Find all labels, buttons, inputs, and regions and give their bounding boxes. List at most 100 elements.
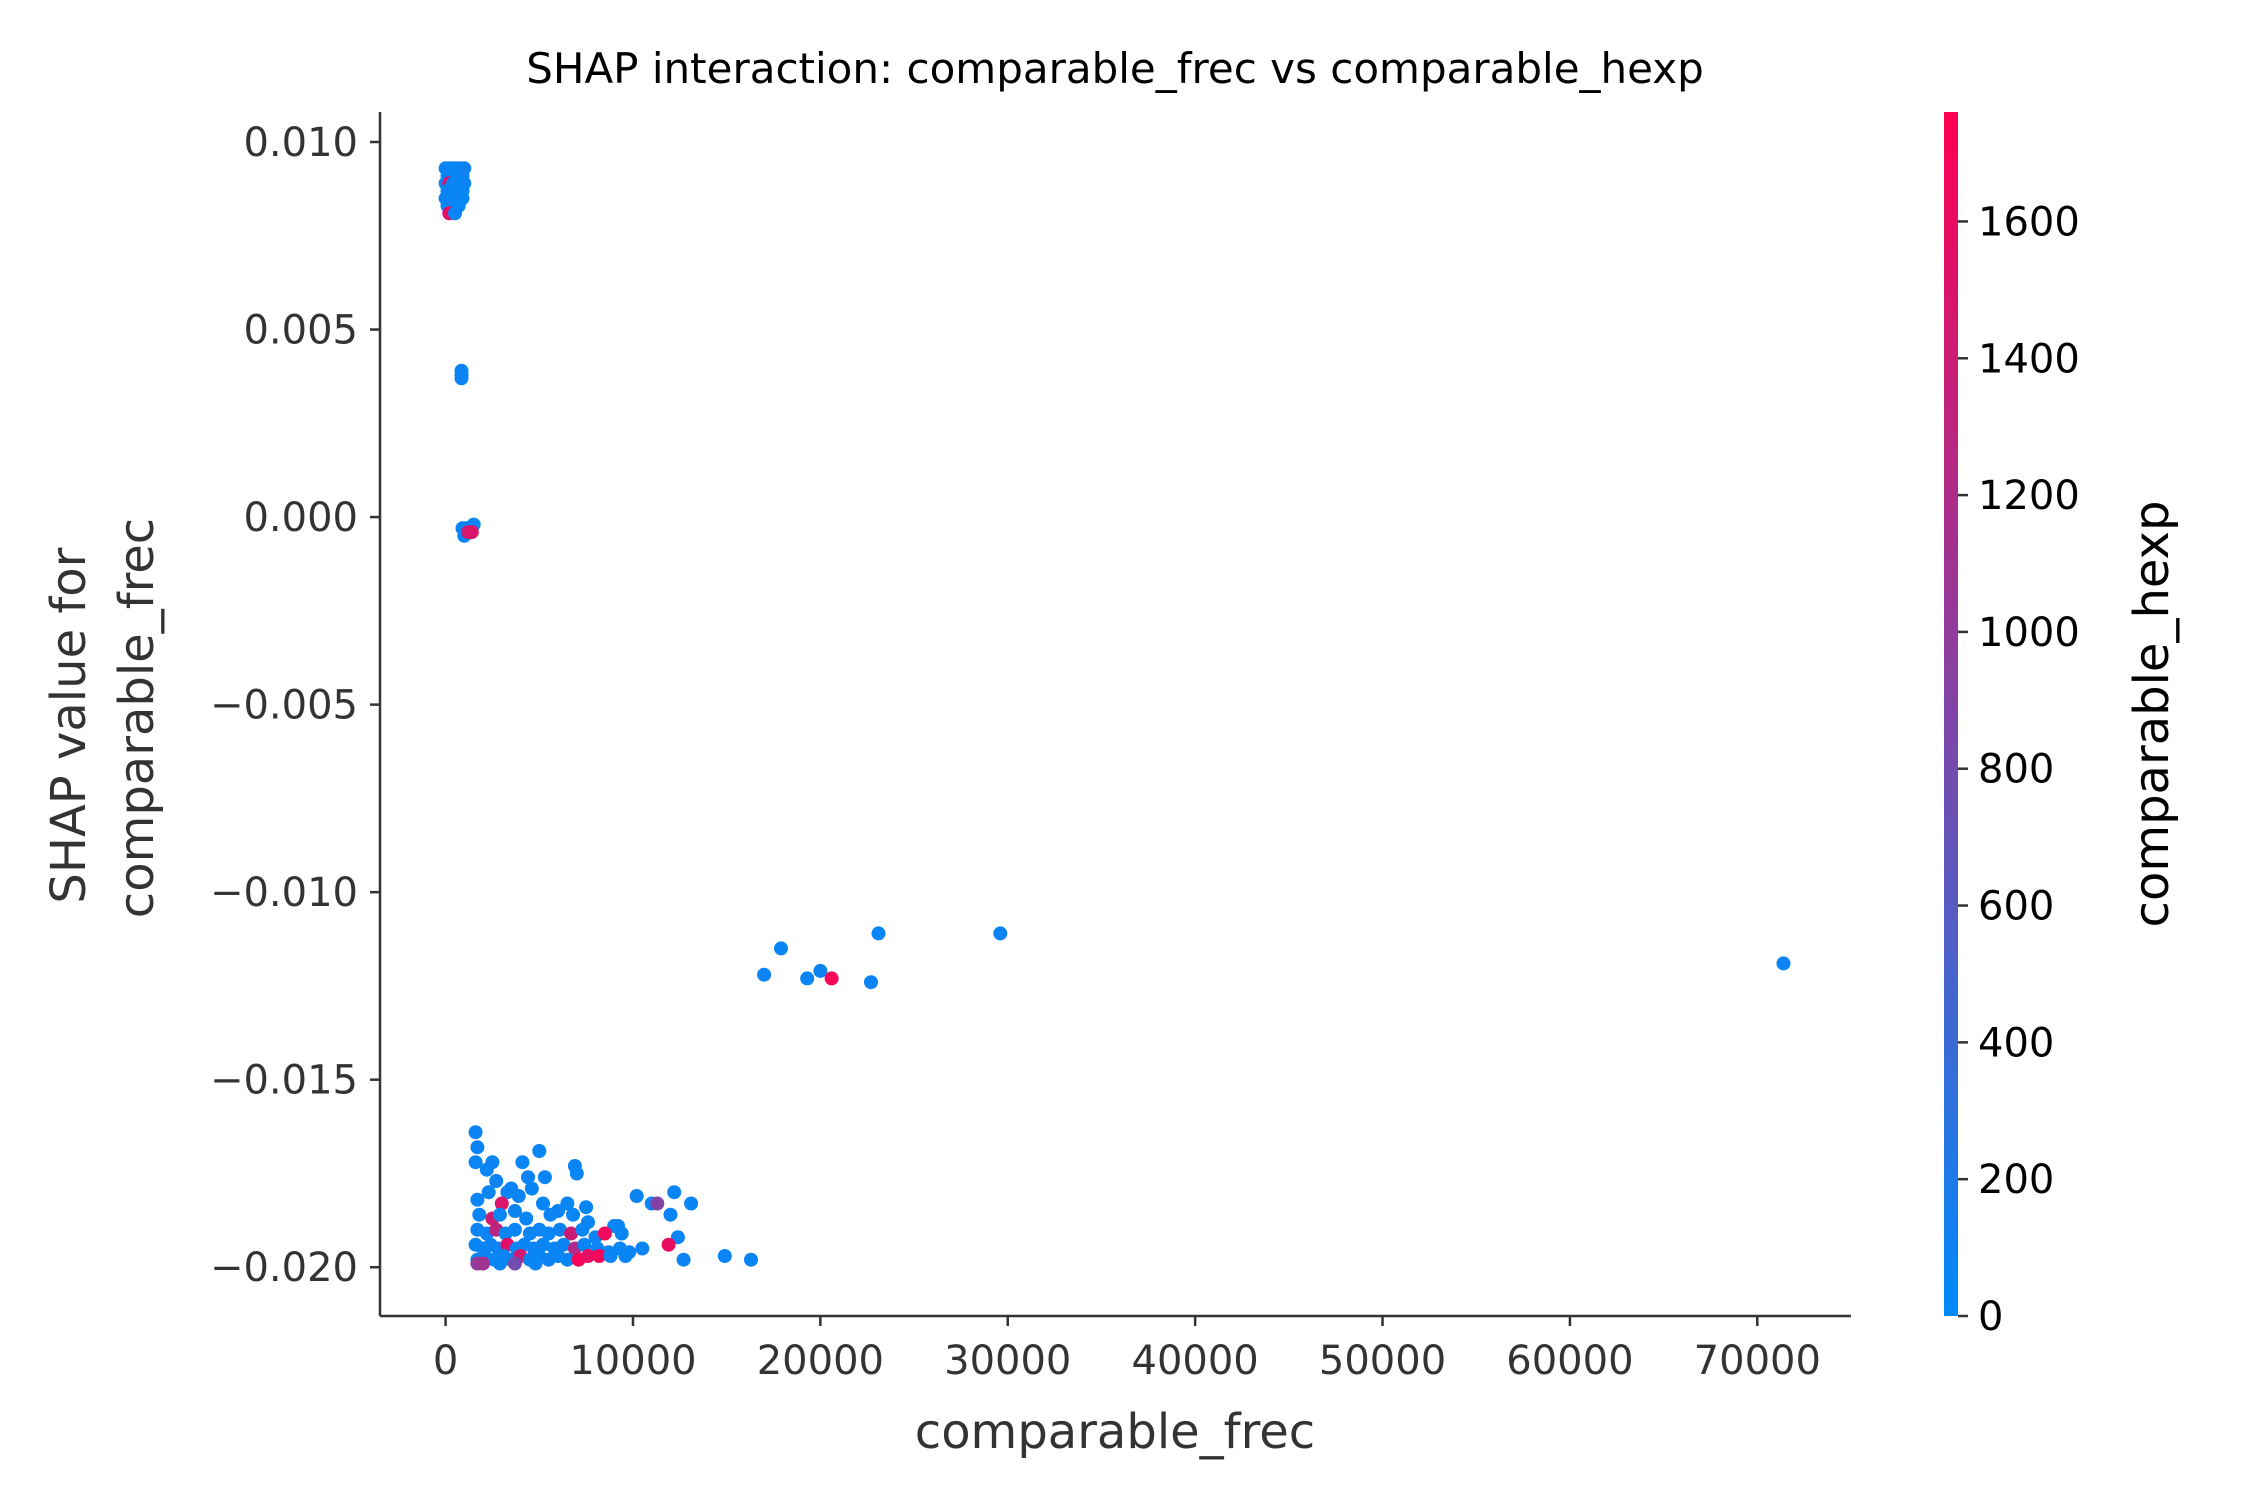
points-layer	[438, 161, 1791, 1271]
data-point	[481, 1185, 496, 1200]
data-point	[494, 1196, 509, 1211]
y-axis-title-line-2: comparable_frec	[109, 518, 165, 918]
data-point	[489, 1174, 504, 1188]
colorbar-tick-label: 0	[1978, 1294, 2003, 1340]
data-point	[581, 1249, 595, 1263]
data-point	[813, 963, 828, 978]
colorbar-tick-label: 1400	[1978, 336, 2080, 382]
colorbar-tick-label: 1600	[1978, 199, 2080, 245]
data-point	[472, 1207, 487, 1222]
data-point	[511, 1189, 526, 1203]
x-tick-label: 10000	[569, 1338, 696, 1384]
data-point	[577, 1237, 592, 1252]
data-point	[569, 1166, 584, 1181]
colorbar-ticks: 0 200 400 600 800 1000 1200 1400 1600	[1958, 199, 2080, 1340]
data-point	[566, 1207, 580, 1222]
data-point	[492, 1207, 507, 1222]
data-point	[515, 1155, 530, 1170]
x-tick-label: 30000	[944, 1338, 1071, 1384]
x-tick-label: 50000	[1319, 1338, 1446, 1384]
data-point	[635, 1241, 650, 1256]
chart-title: SHAP interaction: comparable_frec vs com…	[526, 44, 1704, 93]
data-point	[774, 941, 788, 956]
colorbar-tick-label: 400	[1978, 1020, 2054, 1066]
data-point	[614, 1226, 629, 1241]
colorbar-tick-label: 800	[1978, 747, 2054, 793]
data-point	[485, 1155, 500, 1170]
data-point	[448, 206, 462, 221]
y-tick-label: −0.020	[210, 1245, 358, 1291]
data-point	[507, 1256, 522, 1271]
data-point	[524, 1181, 539, 1196]
data-point	[560, 1196, 575, 1211]
data-point	[464, 525, 479, 540]
y-axis-title: SHAP value for comparable_frec	[41, 518, 165, 918]
data-point	[757, 967, 772, 982]
data-point	[454, 371, 469, 386]
data-point	[592, 1249, 607, 1263]
data-point	[661, 1237, 676, 1252]
data-point	[597, 1226, 612, 1241]
y-tick-label: −0.010	[210, 870, 358, 916]
data-point	[684, 1196, 699, 1211]
data-point	[864, 975, 878, 990]
data-point	[536, 1196, 550, 1211]
data-point	[507, 1204, 522, 1218]
data-point	[993, 926, 1008, 941]
data-point	[552, 1222, 567, 1237]
y-axis-title-line-1: SHAP value for	[41, 547, 97, 903]
data-point	[667, 1185, 682, 1200]
colorbar-tick-label: 1200	[1978, 473, 2080, 519]
y-ticks: 0.010 0.005 0.000 −0.005 −0.010 −0.015 −0.020	[210, 120, 380, 1291]
data-point	[507, 1222, 522, 1237]
x-tick-label: 40000	[1132, 1338, 1259, 1384]
colorbar-tick-label: 600	[1978, 884, 2054, 930]
data-point	[528, 1256, 543, 1271]
y-tick-label: 0.010	[243, 120, 358, 166]
colorbar-tick-label: 200	[1978, 1157, 2054, 1203]
data-point	[575, 1222, 590, 1237]
data-point	[536, 1237, 550, 1252]
data-point	[670, 1230, 685, 1245]
x-tick-label: 70000	[1694, 1338, 1821, 1384]
data-point	[521, 1170, 535, 1185]
y-tick-label: 0.005	[243, 308, 358, 354]
data-point	[556, 1237, 571, 1252]
y-tick-label: −0.005	[210, 683, 358, 729]
data-point	[564, 1226, 579, 1241]
data-point	[717, 1249, 732, 1263]
colorbar	[1944, 112, 1958, 1316]
data-point	[663, 1207, 678, 1222]
data-point	[468, 1125, 483, 1140]
data-point	[537, 1170, 552, 1185]
data-point	[618, 1249, 633, 1263]
data-point	[532, 1144, 547, 1158]
data-point	[579, 1200, 594, 1215]
colorbar-title: comparable_hexp	[2124, 501, 2180, 928]
data-point	[470, 1192, 485, 1207]
x-tick-label: 20000	[757, 1338, 884, 1384]
data-point	[676, 1252, 691, 1267]
data-point	[871, 926, 886, 941]
data-point	[476, 1256, 491, 1271]
y-tick-label: −0.015	[210, 1058, 358, 1104]
data-point	[560, 1252, 575, 1267]
data-point	[744, 1252, 758, 1267]
data-point	[629, 1189, 644, 1203]
data-point	[470, 1140, 485, 1155]
data-point	[492, 1256, 507, 1271]
x-tick-label: 60000	[1506, 1338, 1633, 1384]
data-point	[824, 971, 839, 986]
colorbar-tick-label: 1000	[1978, 610, 2080, 656]
data-point	[519, 1211, 534, 1226]
data-point	[1776, 956, 1791, 971]
data-point	[468, 1155, 483, 1170]
data-point	[650, 1196, 665, 1211]
x-tick-label: 0	[433, 1338, 458, 1384]
x-ticks: 0 10000 20000 30000 40000 50000 60000 70000	[433, 1316, 1821, 1384]
data-point	[541, 1226, 556, 1241]
data-point	[800, 971, 815, 986]
data-point	[543, 1207, 558, 1222]
x-axis-title: comparable_frec	[915, 1404, 1315, 1460]
